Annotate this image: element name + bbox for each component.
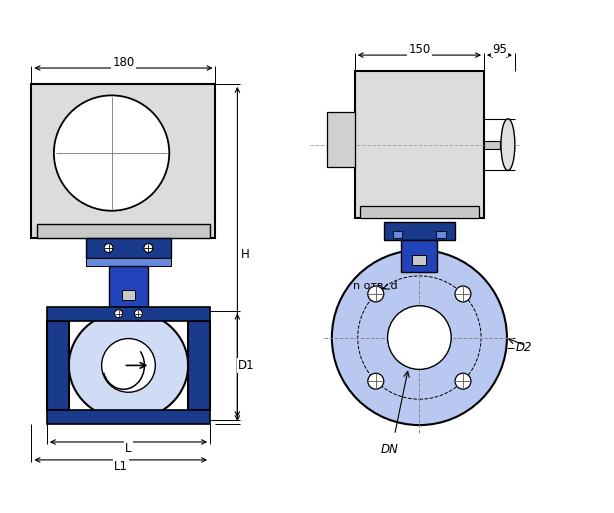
Bar: [327, 112, 355, 167]
Ellipse shape: [501, 119, 515, 170]
Circle shape: [332, 250, 507, 425]
Circle shape: [115, 310, 123, 318]
Circle shape: [368, 373, 384, 389]
Bar: [188, 321, 210, 410]
Bar: [47, 321, 69, 410]
Circle shape: [144, 244, 153, 252]
Text: D1: D1: [238, 359, 255, 372]
Text: L: L: [125, 442, 132, 456]
Bar: [437, 231, 446, 238]
Bar: [484, 141, 500, 149]
Ellipse shape: [69, 311, 188, 420]
Bar: [360, 206, 479, 218]
Bar: [355, 71, 484, 218]
Bar: [86, 258, 171, 266]
Bar: [122, 290, 136, 300]
Circle shape: [455, 373, 471, 389]
Bar: [47, 410, 210, 424]
Bar: [413, 255, 426, 265]
Circle shape: [134, 310, 142, 318]
Text: L1: L1: [114, 460, 128, 473]
Text: DN: DN: [381, 443, 398, 456]
Text: H: H: [241, 247, 250, 261]
Bar: [402, 240, 437, 272]
Bar: [384, 222, 455, 240]
Circle shape: [455, 286, 471, 302]
Bar: [37, 224, 209, 238]
Bar: [47, 307, 210, 321]
Bar: [86, 238, 171, 258]
Bar: [392, 231, 403, 238]
Circle shape: [368, 286, 384, 302]
Text: D2: D2: [516, 341, 532, 354]
Text: 150: 150: [408, 43, 430, 55]
Text: n отв. d: n отв. d: [353, 281, 397, 291]
Bar: [109, 266, 149, 308]
Circle shape: [104, 244, 113, 252]
Circle shape: [387, 306, 451, 369]
Circle shape: [102, 339, 155, 392]
Text: 180: 180: [112, 55, 134, 69]
Circle shape: [54, 95, 169, 211]
Text: 95: 95: [492, 43, 507, 55]
Bar: [31, 84, 216, 238]
